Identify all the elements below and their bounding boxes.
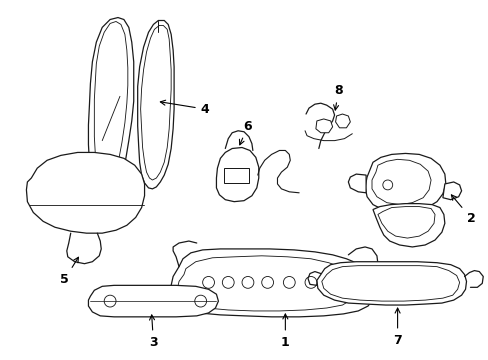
Polygon shape xyxy=(372,204,444,247)
Text: 1: 1 xyxy=(281,314,289,348)
Text: 4: 4 xyxy=(160,100,209,116)
Polygon shape xyxy=(88,18,133,194)
Text: 7: 7 xyxy=(392,308,401,347)
Polygon shape xyxy=(138,21,174,189)
Polygon shape xyxy=(216,148,258,202)
Polygon shape xyxy=(316,262,466,305)
Text: 2: 2 xyxy=(450,195,474,225)
Text: 6: 6 xyxy=(239,120,252,145)
Polygon shape xyxy=(315,119,332,133)
Text: 8: 8 xyxy=(333,84,342,110)
Text: 5: 5 xyxy=(61,257,78,285)
Polygon shape xyxy=(335,114,349,128)
Polygon shape xyxy=(171,249,375,317)
Polygon shape xyxy=(347,174,366,193)
Polygon shape xyxy=(365,153,445,212)
Polygon shape xyxy=(88,285,218,317)
Polygon shape xyxy=(26,152,144,233)
Polygon shape xyxy=(442,182,461,200)
Text: 3: 3 xyxy=(149,315,158,348)
